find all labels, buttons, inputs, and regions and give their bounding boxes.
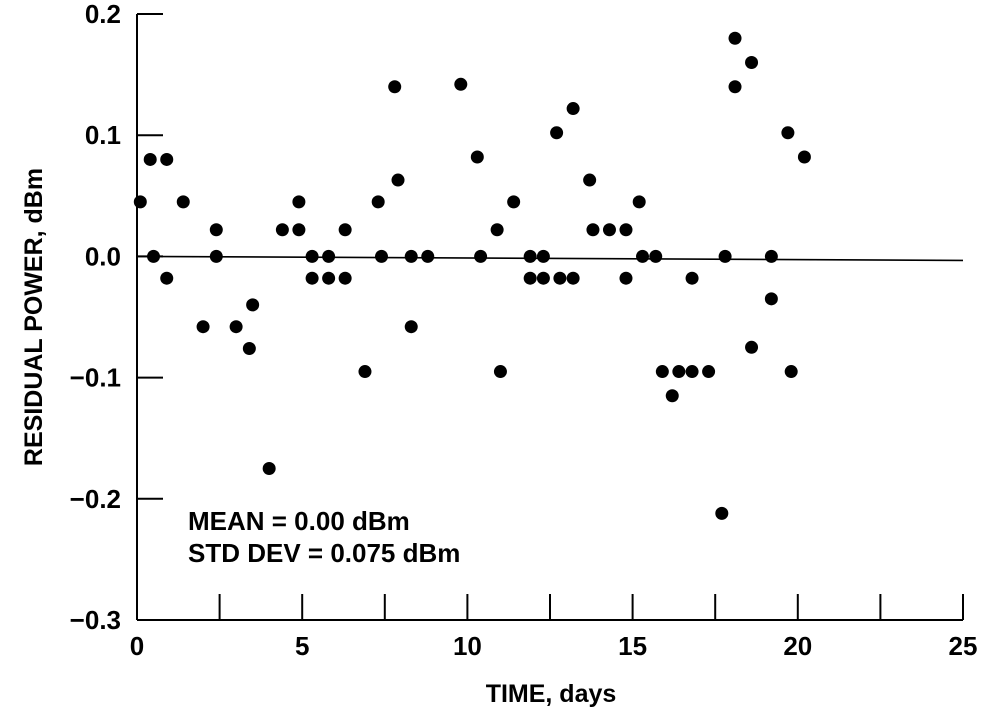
data-point — [781, 126, 795, 140]
data-point — [536, 249, 550, 263]
data-point — [619, 271, 633, 285]
data-point — [632, 195, 646, 209]
data-point — [507, 195, 521, 209]
data-point — [404, 249, 418, 263]
data-point — [371, 195, 385, 209]
data-point — [322, 271, 336, 285]
data-point — [292, 223, 306, 237]
data-point — [728, 80, 742, 94]
axis-ticks: 0 5 10 15 20 25 0.2 0.1 0.0 −0.1 −0.2 −0.3 — [70, 0, 978, 661]
x-tick-label: 10 — [453, 631, 482, 661]
y-tick-label: −0.1 — [70, 363, 121, 393]
data-point — [784, 365, 798, 379]
data-point — [745, 340, 759, 354]
data-point — [338, 271, 352, 285]
y-tick-label: −0.3 — [70, 605, 121, 635]
data-point — [292, 195, 306, 209]
data-point — [275, 223, 289, 237]
data-point — [176, 195, 190, 209]
y-tick-label: 0.0 — [85, 241, 121, 271]
data-point — [388, 80, 402, 94]
data-point — [685, 271, 699, 285]
y-tick-label: 0.2 — [85, 0, 121, 29]
mean-annotation: MEAN = 0.00 dBm — [188, 506, 410, 536]
x-tick-label: 25 — [949, 631, 978, 661]
x-axis-title: TIME, days — [486, 680, 617, 708]
data-point — [242, 342, 256, 356]
y-axis-title: RESIDUAL POWER, dBm — [20, 168, 48, 466]
data-point — [209, 249, 223, 263]
data-point — [553, 271, 567, 285]
data-point — [523, 271, 537, 285]
data-point — [209, 223, 223, 237]
data-point — [374, 249, 388, 263]
data-point — [586, 223, 600, 237]
data-point — [358, 365, 372, 379]
data-point — [745, 55, 759, 69]
data-point — [715, 506, 729, 520]
data-point — [685, 365, 699, 379]
x-tick-label: 5 — [295, 631, 309, 661]
data-point — [322, 249, 336, 263]
data-point — [665, 389, 679, 403]
y-tick-label: 0.1 — [85, 120, 121, 150]
data-point — [160, 271, 174, 285]
data-points — [133, 31, 811, 520]
data-point — [702, 365, 716, 379]
data-point — [246, 298, 260, 312]
data-point — [391, 173, 405, 187]
data-point — [470, 150, 484, 164]
data-point — [718, 249, 732, 263]
data-point — [655, 365, 669, 379]
data-point — [474, 249, 488, 263]
data-point — [305, 249, 319, 263]
data-point — [672, 365, 686, 379]
data-point — [229, 320, 243, 334]
data-point — [338, 223, 352, 237]
zero-reference-line — [136, 255, 964, 262]
data-point — [143, 152, 157, 166]
x-tick-label: 15 — [618, 631, 647, 661]
std-dev-annotation: STD DEV = 0.075 dBm — [188, 538, 460, 568]
data-point — [160, 152, 174, 166]
data-point — [305, 271, 319, 285]
x-tick-label: 20 — [783, 631, 812, 661]
data-point — [764, 292, 778, 306]
data-point — [649, 249, 663, 263]
data-point — [550, 126, 564, 140]
y-tick-label: −0.2 — [70, 484, 121, 514]
data-point — [490, 223, 504, 237]
data-point — [421, 249, 435, 263]
data-point — [797, 150, 811, 164]
data-point — [523, 249, 537, 263]
data-point — [764, 249, 778, 263]
data-point — [133, 195, 147, 209]
data-point — [404, 320, 418, 334]
data-point — [583, 173, 597, 187]
data-point — [566, 271, 580, 285]
data-point — [602, 223, 616, 237]
data-point — [728, 31, 742, 45]
data-point — [536, 271, 550, 285]
data-point — [147, 249, 161, 263]
data-point — [262, 462, 276, 475]
data-point — [454, 77, 468, 91]
data-point — [566, 102, 580, 116]
x-tick-label: 0 — [130, 631, 144, 661]
data-point — [493, 365, 507, 379]
data-point — [636, 249, 650, 263]
data-point — [196, 320, 210, 334]
data-point — [619, 223, 633, 237]
